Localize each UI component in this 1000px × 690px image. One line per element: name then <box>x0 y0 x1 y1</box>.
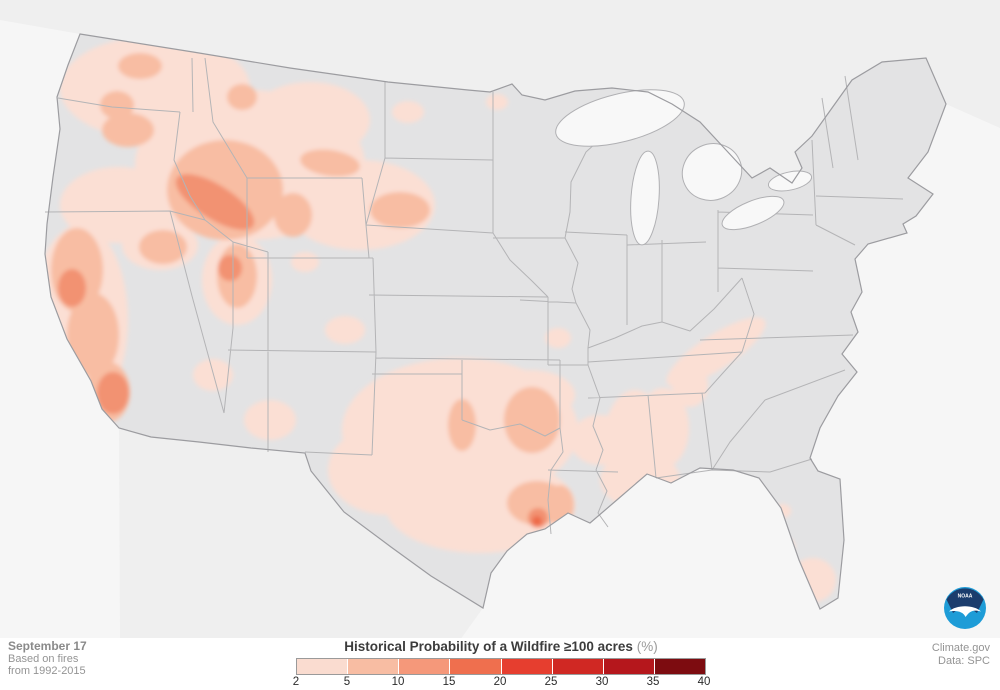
legend-tick: 15 <box>442 676 456 688</box>
legend: Historical Probability of a Wildfire ≥10… <box>292 639 711 690</box>
legend-tick: 10 <box>391 676 405 688</box>
lake-erie <box>721 195 785 231</box>
date-stamp: September 17 Based on fires from 1992-20… <box>8 640 87 678</box>
contour-level-10-15pct <box>58 174 548 528</box>
footer-bar: September 17 Based on fires from 1992-20… <box>0 638 1000 690</box>
legend-title: Historical Probability of a Wildfire ≥10… <box>344 639 657 654</box>
legend-segment <box>348 659 399 674</box>
legend-segment <box>450 659 501 674</box>
lake-huron <box>681 143 743 201</box>
mexico-landmass <box>119 428 483 640</box>
legend-tick: 2 <box>292 676 300 688</box>
lake-michigan <box>630 150 660 246</box>
legend-segment <box>297 659 348 674</box>
source-note-line1: Based on fires <box>8 652 79 665</box>
noaa-logo: NOAA <box>943 586 987 630</box>
noaa-logo-text: NOAA <box>958 594 973 600</box>
us-map <box>0 0 1000 640</box>
contour-level-15-20pct <box>532 516 542 526</box>
legend-segment <box>399 659 450 674</box>
legend-tick-labels: 2 5 10 15 20 25 30 35 40 <box>292 676 711 690</box>
noaa-logo-bird-icon <box>949 606 981 617</box>
credit-site: Climate.gov <box>931 642 990 654</box>
great-lakes <box>555 89 813 246</box>
legend-title-text: Historical Probability of a Wildfire ≥10… <box>344 639 633 654</box>
valid-date: September 17 <box>8 639 87 653</box>
legend-unit: (%) <box>636 639 658 654</box>
legend-tick: 40 <box>697 676 711 688</box>
lake-superior <box>555 89 685 147</box>
legend-segment <box>603 659 654 674</box>
legend-tick: 30 <box>595 676 609 688</box>
canada-landmass <box>0 0 1000 183</box>
source-note-line2: from 1992-2015 <box>8 665 86 677</box>
legend-segment <box>501 659 552 674</box>
legend-tick: 25 <box>544 676 558 688</box>
legend-segment <box>654 659 705 674</box>
legend-colorbar <box>296 658 706 675</box>
legend-tick: 5 <box>343 676 351 688</box>
state-borders <box>44 57 904 535</box>
map-canvas <box>0 0 1000 640</box>
noaa-logo-crest <box>946 588 984 613</box>
legend-tick: 35 <box>646 676 660 688</box>
legend-segment <box>552 659 603 674</box>
legend-tick: 20 <box>493 676 507 688</box>
credit-data-source: Data: SPC <box>938 655 990 667</box>
credits: Climate.gov Data: SPC <box>932 642 990 668</box>
